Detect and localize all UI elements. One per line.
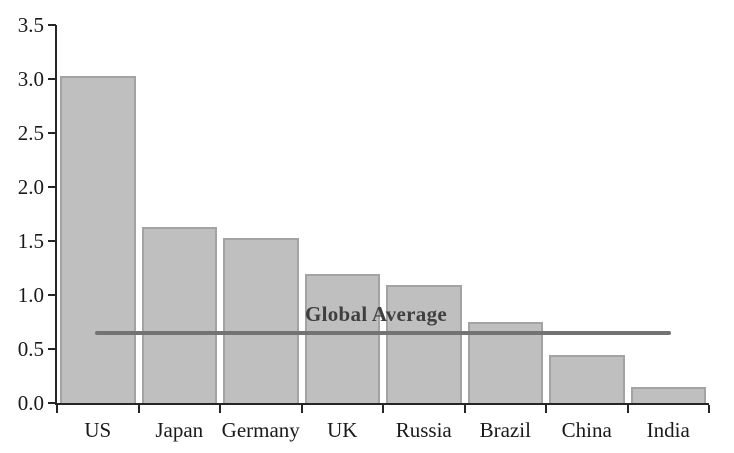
bar-us — [60, 75, 136, 403]
bar-china — [549, 355, 625, 403]
y-tick-label: 0.5 — [17, 337, 44, 361]
y-tick — [48, 186, 56, 188]
y-tick — [48, 402, 56, 404]
y-tick — [48, 294, 56, 296]
global-average-label: Global Average — [304, 301, 448, 326]
bar-japan — [141, 226, 217, 403]
bar-germany — [223, 237, 299, 403]
x-tick — [137, 405, 140, 413]
y-tick — [48, 78, 56, 80]
bar-india — [630, 386, 706, 403]
x-category-label-india: India — [646, 418, 690, 442]
x-tick — [626, 405, 629, 413]
y-tick-label: 3.0 — [17, 67, 44, 91]
x-tick — [300, 405, 303, 413]
x-category-label-russia: Russia — [395, 418, 452, 442]
x-category-label-china: China — [561, 418, 612, 442]
bar-uk — [304, 274, 380, 403]
x-tick — [219, 405, 221, 413]
y-tick — [48, 240, 56, 242]
y-tick-label: 1.5 — [17, 229, 44, 253]
y-axis-line — [55, 25, 57, 405]
x-category-label-brazil: Brazil — [479, 418, 531, 442]
x-category-label-uk: UK — [327, 418, 358, 442]
y-tick-label: 0.0 — [17, 391, 44, 415]
x-category-label-us: US — [84, 418, 112, 442]
x-tick — [56, 405, 58, 413]
x-category-label-japan: Japan — [155, 418, 204, 442]
bar-russia — [386, 285, 462, 403]
y-tick-label: 2.0 — [17, 175, 44, 199]
x-axis-line — [55, 403, 709, 405]
global-average-line — [94, 330, 672, 335]
y-tick — [48, 132, 56, 134]
y-tick-label: 1.0 — [17, 283, 44, 307]
bar-brazil — [467, 322, 543, 403]
y-tick — [48, 348, 56, 350]
x-category-label-germany: Germany — [221, 418, 300, 442]
x-tick — [382, 405, 384, 413]
y-tick-label: 3.5 — [17, 13, 44, 37]
x-tick — [708, 405, 710, 413]
x-tick — [545, 405, 547, 413]
y-tick — [48, 24, 56, 26]
y-tick-label: 2.5 — [17, 121, 44, 145]
x-tick — [463, 405, 466, 413]
